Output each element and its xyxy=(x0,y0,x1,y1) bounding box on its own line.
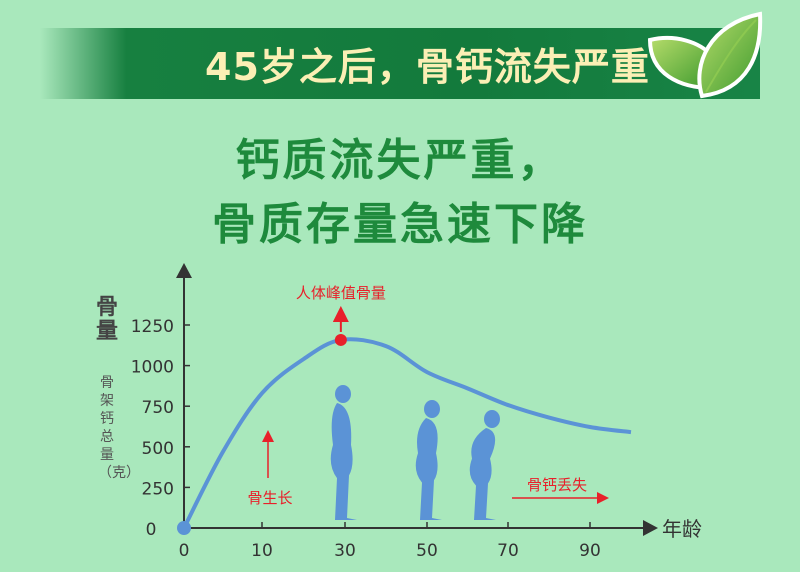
peak-label: 人体峰值骨量 xyxy=(296,284,386,302)
x-axis-arrow-icon xyxy=(643,520,658,536)
headline-line-2: 骨质存量急速下降 xyxy=(212,199,588,250)
loss-label: 骨钙丢失 xyxy=(527,476,587,494)
peak-point xyxy=(334,333,347,346)
y-tick-label: 0 xyxy=(146,520,157,540)
x-tick-label: 50 xyxy=(416,541,438,561)
x-tick-label: 10 xyxy=(251,541,273,561)
banner-title: 45岁之后，骨钙流失严重 xyxy=(205,45,650,89)
y-tick-label: 750 xyxy=(142,398,174,418)
growth-label: 骨生长 xyxy=(247,489,292,507)
x-tick-label: 30 xyxy=(334,541,356,561)
y-axis-arrow-icon xyxy=(176,263,192,278)
x-tick-label: 70 xyxy=(497,541,519,561)
y-tick-label: 500 xyxy=(142,439,174,459)
origin-point xyxy=(177,521,191,535)
leaf-icon xyxy=(647,11,763,99)
y-axis-title: 骨量 xyxy=(95,295,118,344)
x-tick-label: 0 xyxy=(179,541,190,561)
y-tick-label: 1250 xyxy=(131,317,174,337)
person-age-30-icon xyxy=(330,385,357,520)
y-tick-label: 1000 xyxy=(131,358,174,378)
title-banner xyxy=(40,28,760,99)
x-axis-title: 年龄 xyxy=(662,517,702,541)
headline-line-1: 钙质流失严重， xyxy=(235,135,565,186)
person-age-50-icon xyxy=(415,400,442,520)
y-tick-label: 250 xyxy=(142,479,174,499)
person-age-65-icon xyxy=(469,410,500,520)
bone-mass-curve xyxy=(182,337,632,529)
x-tick-label: 90 xyxy=(579,541,601,561)
